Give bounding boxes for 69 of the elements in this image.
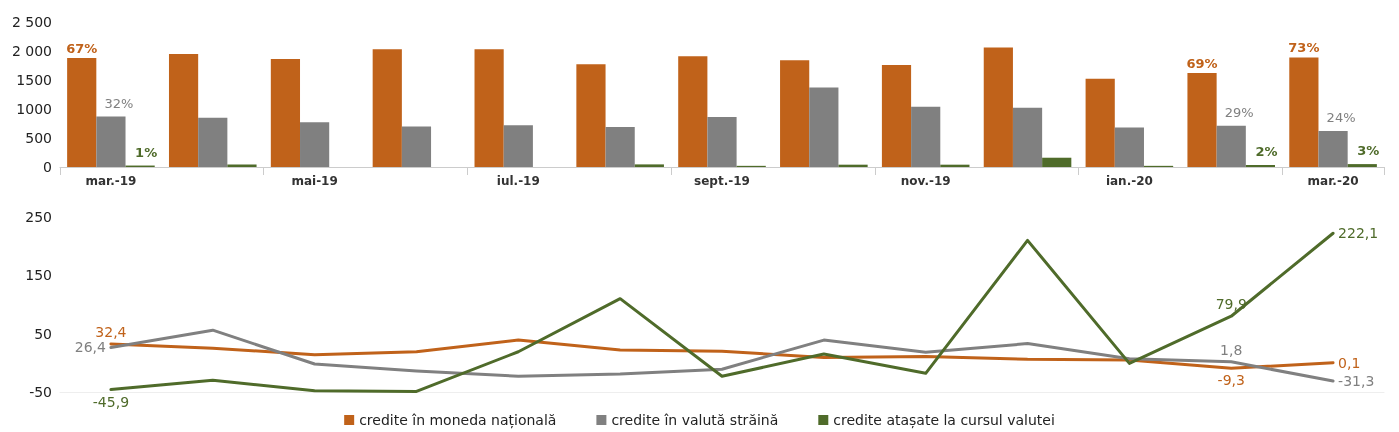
annotation: 3% [1357, 143, 1380, 159]
bar [634, 164, 664, 167]
bar [1318, 131, 1348, 167]
y-tick-label: 50 [34, 325, 52, 342]
bar [605, 126, 635, 167]
x-tick-label: mai-19 [291, 174, 338, 188]
annotation: 32% [104, 95, 134, 111]
bar [780, 60, 810, 167]
bar [1347, 164, 1377, 167]
annotation: 1% [135, 144, 158, 160]
y-tick-label: 1500 [16, 72, 52, 88]
data-label: 32,4 [95, 323, 127, 340]
bar [1216, 125, 1246, 167]
bar [1187, 73, 1217, 167]
bar [1042, 157, 1072, 167]
y-tick-label: -50 [29, 384, 52, 400]
bar [198, 117, 228, 167]
bar [168, 53, 199, 167]
data-label: 0,1 [1338, 354, 1361, 371]
bar [270, 59, 301, 167]
bar [1012, 107, 1043, 167]
annotation: 2% [1255, 143, 1278, 159]
legend-label: credite în valută străină [611, 412, 779, 428]
y-tick-label: 500 [25, 130, 52, 146]
y-tick-label: 0 [43, 159, 52, 175]
bar [1085, 78, 1115, 167]
bar [911, 106, 941, 167]
x-tick-label: mar.-20 [1307, 174, 1359, 188]
bar [503, 125, 533, 167]
x-tick-label: nov.-19 [900, 174, 951, 188]
x-tick-label: mar.-19 [85, 174, 137, 188]
data-label: 222,1 [1338, 225, 1379, 242]
bar [809, 87, 839, 167]
bar [227, 164, 257, 167]
x-tick-label: ian.-20 [1105, 174, 1153, 188]
bar [983, 47, 1013, 167]
y-tick-label: 1000 [16, 101, 52, 117]
annotation: 67% [66, 40, 98, 56]
data-label: -45,9 [92, 393, 130, 410]
data-label: 26,4 [74, 339, 107, 356]
bar [300, 122, 330, 167]
bar [67, 57, 97, 167]
annotation: 29% [1224, 104, 1254, 120]
legend-label: credite în moneda națională [359, 412, 557, 429]
y-tick-label: 2 000 [11, 43, 52, 59]
bar [96, 116, 126, 167]
legend-label: credite atașate la cursul valutei [833, 412, 1055, 429]
y-tick-label: 250 [25, 209, 52, 225]
bar [372, 49, 402, 167]
data-label: -9,3 [1217, 372, 1245, 389]
bar [707, 117, 737, 167]
bar [1289, 57, 1319, 167]
bar [678, 56, 708, 167]
bar [474, 49, 504, 167]
y-tick-label: 150 [25, 267, 52, 284]
annotation: 24% [1326, 110, 1356, 126]
y-tick-label: 2 500 [11, 14, 52, 30]
bar [576, 64, 606, 167]
bar [881, 64, 912, 167]
data-label: 1,8 [1220, 341, 1243, 358]
x-tick-label: iul.-19 [496, 174, 540, 188]
bar [401, 126, 432, 167]
annotation: 73% [1288, 40, 1320, 56]
data-label: -31,3 [1338, 373, 1375, 390]
annotation: 69% [1186, 56, 1218, 72]
line-series [109, 338, 1335, 370]
x-tick-label: sept.-19 [694, 174, 750, 188]
bar [1245, 164, 1276, 167]
bar [1114, 127, 1144, 167]
